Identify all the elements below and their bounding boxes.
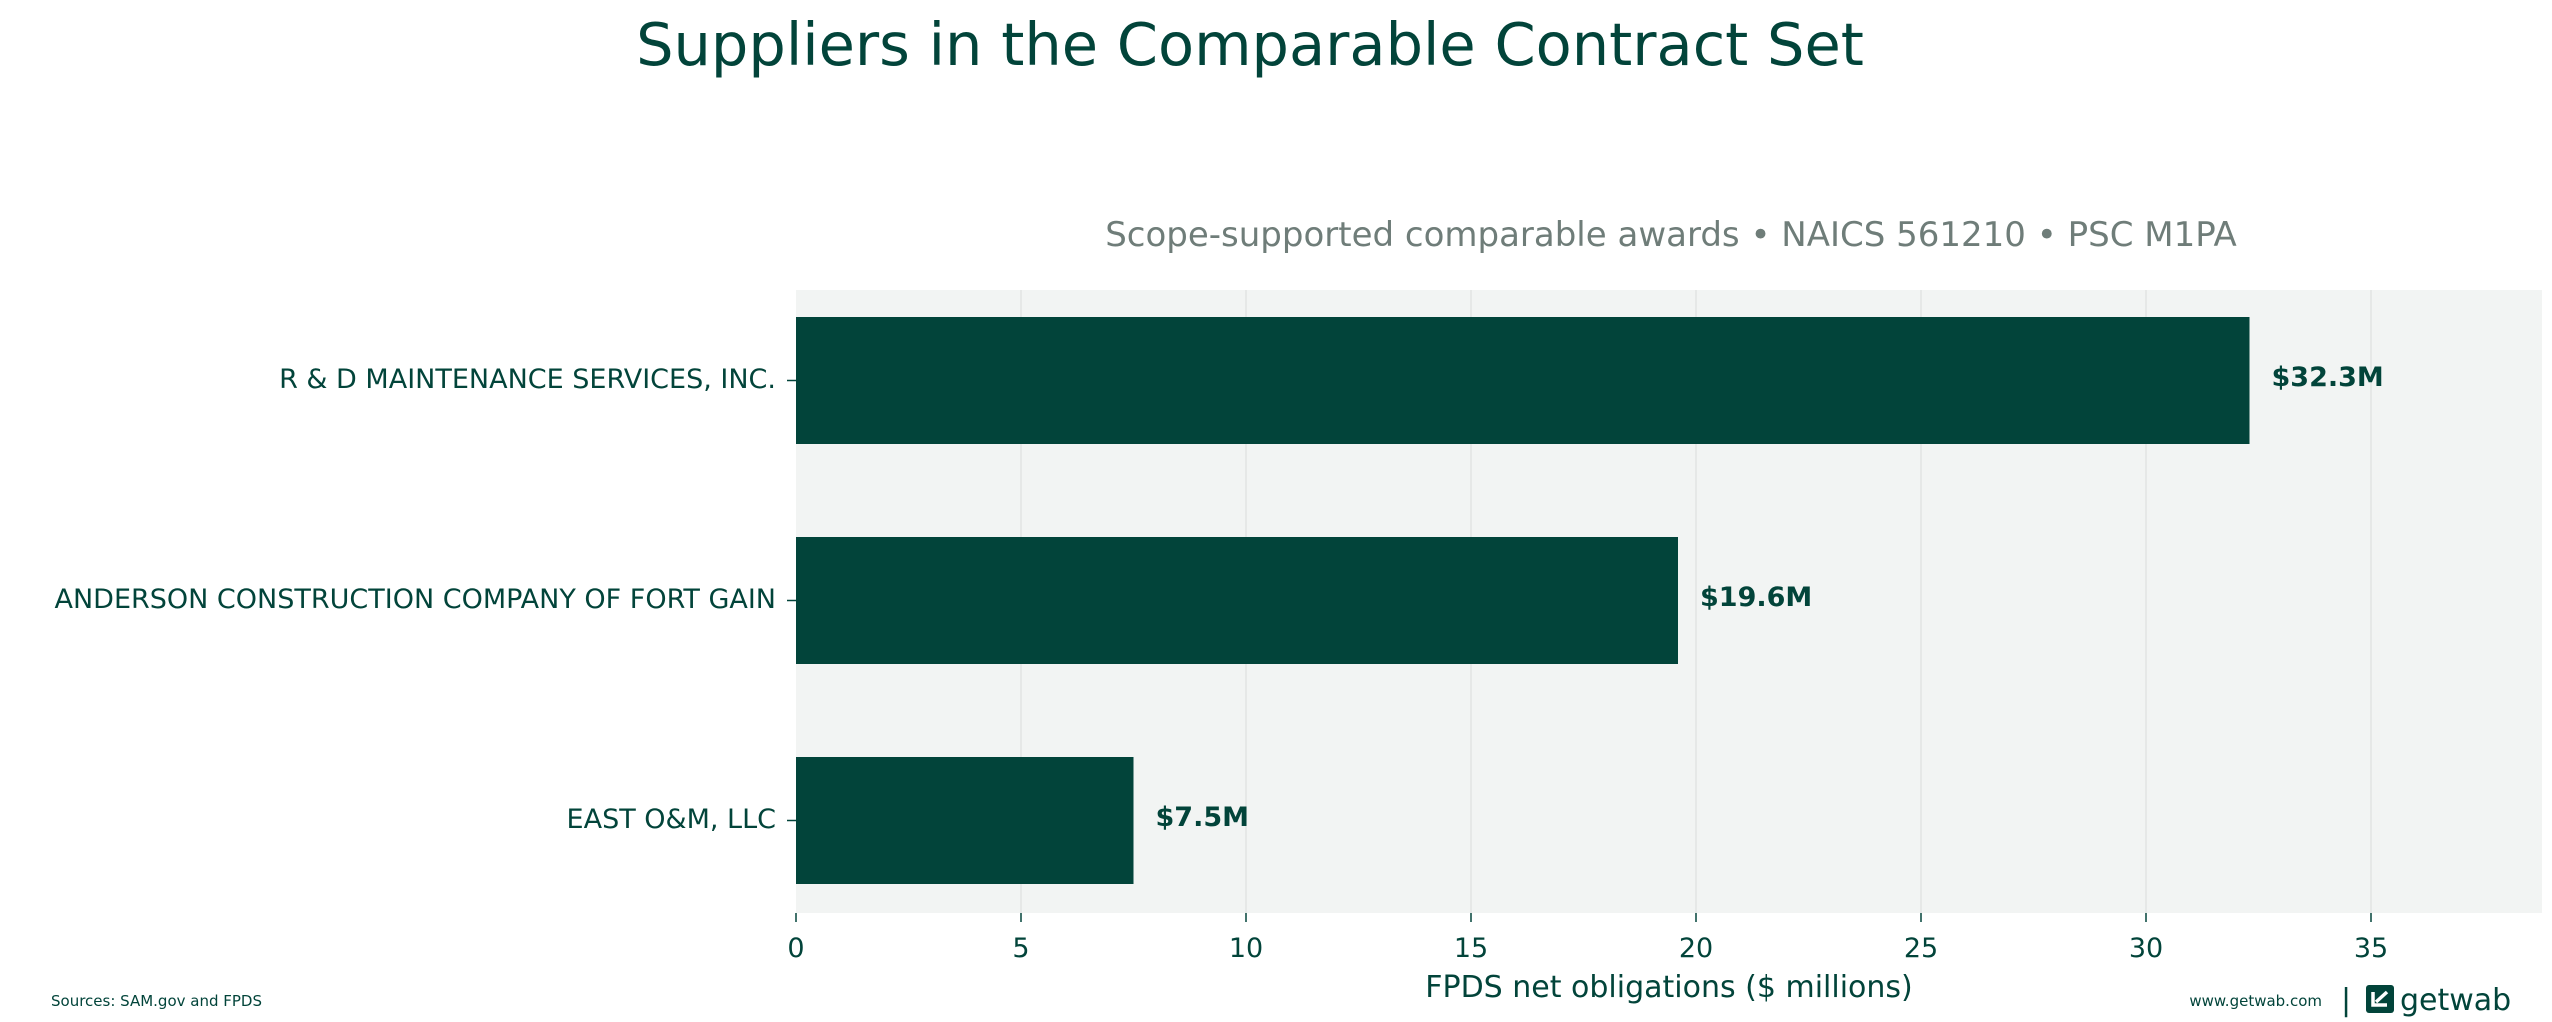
chart-title: Suppliers in the Comparable Contract Set	[636, 10, 1864, 79]
x-tick-label: 15	[1454, 933, 1488, 964]
bar-value-label: $19.6M	[1700, 582, 1812, 613]
x-axis-ticks: 0 5 10 15 20 25 30 35	[787, 913, 2388, 964]
footer-separator: |	[2341, 983, 2351, 1018]
x-tick-label: 25	[1904, 933, 1938, 964]
footer-website: www.getwab.com	[2189, 992, 2322, 1010]
x-axis-label: FPDS net obligations ($ millions)	[1425, 970, 1913, 1005]
category-label: ANDERSON CONSTRUCTION COMPANY OF FORT GA…	[54, 584, 776, 615]
x-tick-label: 0	[787, 933, 804, 964]
chart-subtitle: Scope-supported comparable awards • NAIC…	[1105, 215, 2237, 255]
getwab-logo-icon	[2366, 985, 2394, 1013]
x-tick-label: 30	[2129, 933, 2163, 964]
bar-value-label: $7.5M	[1156, 802, 1250, 833]
footer-sources: Sources: SAM.gov and FPDS	[51, 992, 262, 1010]
category-label: R & D MAINTENANCE SERVICES, INC.	[279, 364, 776, 395]
x-tick-label: 10	[1229, 933, 1263, 964]
x-tick-label: 5	[1012, 933, 1029, 964]
category-labels: R & D MAINTENANCE SERVICES, INC. ANDERSON…	[54, 364, 796, 835]
x-tick-label: 20	[1679, 933, 1713, 964]
bar	[796, 317, 2250, 444]
bar	[796, 757, 1134, 884]
bar-value-label: $32.3M	[2272, 362, 2384, 393]
value-labels: $32.3M $19.6M $7.5M	[1156, 362, 2384, 833]
category-label: EAST O&M, LLC	[567, 804, 776, 835]
bar	[796, 537, 1678, 664]
footer-logo-text: getwab	[2400, 983, 2511, 1018]
x-tick-label: 35	[2354, 933, 2388, 964]
bars	[796, 317, 2250, 884]
